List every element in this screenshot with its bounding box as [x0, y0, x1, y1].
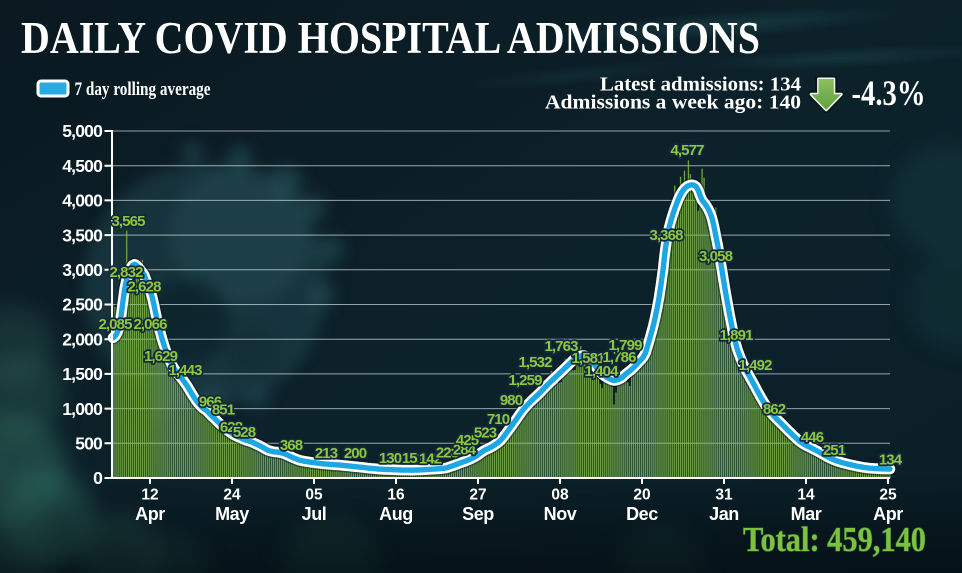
svg-text:2,628: 2,628 [127, 279, 161, 296]
svg-text:12: 12 [141, 487, 158, 504]
svg-text:142: 142 [419, 451, 442, 468]
svg-text:130: 130 [379, 450, 402, 467]
svg-text:1,000: 1,000 [62, 399, 103, 419]
svg-text:251: 251 [823, 442, 846, 459]
svg-text:1,443: 1,443 [168, 362, 202, 379]
svg-text:0: 0 [93, 468, 103, 488]
svg-text:4,577: 4,577 [670, 142, 704, 159]
svg-text:Admissions a week ago: 140: Admissions a week ago: 140 [545, 92, 801, 113]
svg-text:1,799: 1,799 [608, 337, 642, 354]
svg-text:1,500: 1,500 [62, 364, 103, 384]
svg-text:7 day rolling average: 7 day rolling average [75, 79, 211, 100]
svg-text:-4.3%: -4.3% [852, 73, 926, 113]
svg-text:Jul: Jul [302, 504, 327, 524]
svg-text:1,404: 1,404 [584, 363, 619, 380]
svg-text:4,000: 4,000 [62, 191, 103, 211]
svg-text:1,532: 1,532 [518, 354, 552, 371]
svg-text:368: 368 [280, 437, 303, 454]
svg-text:284: 284 [453, 442, 477, 459]
svg-text:08: 08 [551, 487, 569, 504]
svg-text:3,000: 3,000 [62, 260, 103, 280]
svg-text:2,085: 2,085 [98, 316, 132, 333]
svg-text:24: 24 [223, 487, 241, 504]
svg-text:Dec: Dec [626, 504, 658, 524]
svg-text:Jan: Jan [709, 504, 739, 524]
svg-text:851: 851 [212, 402, 235, 419]
svg-text:14: 14 [797, 487, 815, 504]
svg-text:Latest admissions: 134: Latest admissions: 134 [600, 74, 801, 95]
svg-text:16: 16 [387, 487, 405, 504]
svg-text:2,000: 2,000 [62, 329, 103, 349]
svg-text:3,500: 3,500 [62, 225, 103, 245]
svg-text:Aug: Aug [379, 504, 413, 524]
svg-text:Total: 459,140: Total: 459,140 [743, 520, 926, 559]
svg-text:05: 05 [305, 487, 323, 504]
svg-text:200: 200 [344, 445, 367, 462]
svg-text:1,629: 1,629 [144, 348, 178, 365]
svg-text:20: 20 [633, 487, 650, 504]
svg-text:2,832: 2,832 [109, 264, 143, 281]
svg-text:3,565: 3,565 [111, 213, 145, 230]
svg-text:Mar: Mar [791, 504, 822, 524]
svg-text:710: 710 [487, 411, 510, 428]
svg-text:1,786: 1,786 [602, 349, 636, 366]
svg-text:523: 523 [474, 425, 497, 442]
svg-text:3,058: 3,058 [699, 248, 733, 265]
svg-text:May: May [215, 504, 249, 524]
svg-text:1,259: 1,259 [508, 372, 542, 389]
svg-text:Apr: Apr [135, 504, 165, 524]
svg-text:2,500: 2,500 [62, 295, 103, 315]
svg-text:2,066: 2,066 [133, 316, 167, 333]
svg-text:25: 25 [879, 487, 897, 504]
svg-text:31: 31 [715, 487, 733, 504]
svg-text:3,368: 3,368 [649, 227, 683, 244]
svg-text:966: 966 [199, 394, 222, 411]
svg-text:213: 213 [315, 445, 338, 462]
svg-text:228: 228 [436, 445, 459, 462]
svg-text:1,581: 1,581 [571, 350, 605, 367]
svg-text:1,891: 1,891 [719, 327, 753, 344]
svg-text:151: 151 [402, 450, 425, 467]
svg-text:628: 628 [220, 419, 243, 436]
svg-text:27: 27 [469, 487, 486, 504]
svg-text:DAILY COVID HOSPITAL ADMISSION: DAILY COVID HOSPITAL ADMISSIONS [21, 13, 760, 63]
svg-text:Sep: Sep [462, 504, 494, 524]
svg-text:5,000: 5,000 [62, 121, 103, 141]
svg-text:Nov: Nov [544, 504, 577, 524]
svg-text:446: 446 [801, 429, 824, 446]
svg-text:425: 425 [456, 432, 479, 449]
svg-text:500: 500 [75, 434, 103, 454]
svg-text:1,763: 1,763 [544, 338, 578, 355]
svg-text:980: 980 [500, 392, 523, 409]
svg-text:862: 862 [763, 401, 786, 418]
svg-text:1,492: 1,492 [738, 357, 772, 374]
svg-text:528: 528 [233, 424, 256, 441]
svg-text:4,500: 4,500 [62, 156, 103, 176]
svg-text:Apr: Apr [873, 504, 903, 524]
svg-text:134: 134 [879, 452, 903, 469]
